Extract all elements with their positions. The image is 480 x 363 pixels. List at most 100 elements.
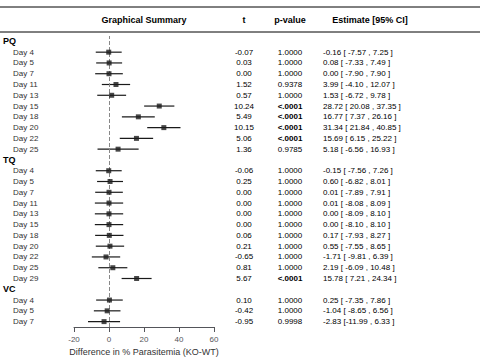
svg-text:Day 7: Day 7 [13,317,34,326]
svg-text:0.81: 0.81 [236,263,252,272]
svg-text:Day 11: Day 11 [13,199,38,208]
svg-text:10.24: 10.24 [234,102,255,111]
svg-text:1.52: 1.52 [236,80,252,89]
svg-text:Day 18: Day 18 [13,112,39,121]
svg-text:-0.95: -0.95 [235,317,254,326]
svg-text:1.0000: 1.0000 [278,199,303,208]
svg-text:Difference in % Parasitemia (K: Difference in % Parasitemia (KO-WT) [69,347,218,357]
svg-text:0.9785: 0.9785 [278,145,303,154]
svg-text:-1.04 [ -8.65 , 6.56 ]: -1.04 [ -8.65 , 6.56 ] [323,306,393,315]
svg-text:1.0000: 1.0000 [278,69,303,78]
svg-text:0.25 [ -7.35 , 7.86 ]: 0.25 [ -7.35 , 7.86 ] [323,296,390,305]
svg-text:Estimate [95% CI]: Estimate [95% CI] [332,15,408,25]
svg-text:1.0000: 1.0000 [278,306,303,315]
svg-text:0.00: 0.00 [236,69,252,78]
svg-text:VC: VC [3,284,16,294]
svg-text:Day 5: Day 5 [13,58,34,67]
svg-text:0.21: 0.21 [236,242,252,251]
svg-text:-0.06: -0.06 [235,166,254,175]
svg-text:t: t [243,15,246,25]
svg-text:15.78 [ 7.21 , 24.34 ]: 15.78 [ 7.21 , 24.34 ] [323,274,396,283]
svg-text:28.72 [ 20.08 , 37.35 ]: 28.72 [ 20.08 , 37.35 ] [323,102,401,111]
svg-text:Day 13: Day 13 [13,209,39,218]
svg-text:1.0000: 1.0000 [278,209,303,218]
svg-text:Day 22: Day 22 [13,134,39,143]
svg-text:31.34 [ 21.84 , 40.85 ]: 31.34 [ 21.84 , 40.85 ] [323,123,401,132]
svg-text:0.00 [ -7.90 , 7.90 ]: 0.00 [ -7.90 , 7.90 ] [323,69,390,78]
svg-text:1.0000: 1.0000 [278,48,303,57]
svg-text:-0.16 [ -7.57 , 7.25 ]: -0.16 [ -7.57 , 7.25 ] [323,48,393,57]
svg-text:-0.42: -0.42 [235,306,254,315]
svg-text:0.01 [ -8.08 , 8.09 ]: 0.01 [ -8.08 , 8.09 ] [323,199,390,208]
svg-text:1.53 [ -6.72 , 9.78 ]: 1.53 [ -6.72 , 9.78 ] [323,91,390,100]
svg-text:Day 20: Day 20 [13,242,39,251]
svg-text:0.00: 0.00 [236,188,252,197]
svg-text:0.00: 0.00 [236,220,252,229]
svg-text:5.49: 5.49 [236,112,252,121]
svg-text:0.08 [ -7.33 , 7.49 ]: 0.08 [ -7.33 , 7.49 ] [323,58,390,67]
svg-text:0.01 [ -7.89 , 7.91 ]: 0.01 [ -7.89 , 7.91 ] [323,188,390,197]
svg-text:-0.15 [ -7.56 , 7.26 ]: -0.15 [ -7.56 , 7.26 ] [323,166,393,175]
svg-text:Day 25: Day 25 [13,145,39,154]
svg-text:-1.71 [ -9.81 , 6.39 ]: -1.71 [ -9.81 , 6.39 ] [323,252,393,261]
svg-text:1.0000: 1.0000 [278,166,303,175]
svg-text:p-value: p-value [274,15,306,25]
svg-text:60: 60 [210,335,219,344]
svg-text:5.18 [ -6.56 , 16.93 ]: 5.18 [ -6.56 , 16.93 ] [323,145,395,154]
svg-text:Day 22: Day 22 [13,252,39,261]
svg-text:Day 29: Day 29 [13,274,39,283]
svg-text:0.57: 0.57 [236,91,252,100]
svg-text:Graphical Summary: Graphical Summary [101,15,186,25]
svg-text:<.0001: <.0001 [278,112,303,121]
svg-text:1.0000: 1.0000 [278,296,303,305]
svg-text:-0.65: -0.65 [235,252,254,261]
svg-text:15.69 [ 6.15 , 25.22 ]: 15.69 [ 6.15 , 25.22 ] [323,134,396,143]
svg-text:0.55 [ -7.55 , 8.65 ]: 0.55 [ -7.55 , 8.65 ] [323,242,390,251]
svg-text:Day 15: Day 15 [13,102,39,111]
svg-text:<.0001: <.0001 [278,134,303,143]
svg-text:-2.83 [-11.99 , 6.33 ]: -2.83 [-11.99 , 6.33 ] [323,317,394,326]
svg-text:40: 40 [175,335,184,344]
svg-text:0.03: 0.03 [236,58,252,67]
svg-text:10.15: 10.15 [234,123,255,132]
svg-text:0: 0 [107,335,112,344]
svg-text:5.06: 5.06 [236,134,252,143]
svg-text:5.67: 5.67 [236,274,252,283]
svg-text:Day 7: Day 7 [13,69,34,78]
svg-text:Day 5: Day 5 [13,177,34,186]
svg-text:Day 4: Day 4 [13,48,34,57]
svg-text:TQ: TQ [3,155,16,165]
svg-text:1.0000: 1.0000 [278,91,303,100]
svg-text:Day 25: Day 25 [13,263,39,272]
svg-text:0.25: 0.25 [236,177,252,186]
svg-text:1.0000: 1.0000 [278,231,303,240]
svg-text:<.0001: <.0001 [278,274,303,283]
svg-text:Day 4: Day 4 [13,296,34,305]
svg-text:1.0000: 1.0000 [278,188,303,197]
svg-text:0.00 [ -8.09 , 8.10 ]: 0.00 [ -8.09 , 8.10 ] [323,209,390,218]
svg-text:20: 20 [140,335,149,344]
svg-text:0.17 [ -7.93 , 8.27 ]: 0.17 [ -7.93 , 8.27 ] [323,231,390,240]
svg-text:1.0000: 1.0000 [278,263,303,272]
svg-text:1.0000: 1.0000 [278,252,303,261]
svg-text:2.19 [ -6.09 , 10.48 ]: 2.19 [ -6.09 , 10.48 ] [323,263,395,272]
svg-text:0.9998: 0.9998 [278,317,303,326]
svg-text:Day 15: Day 15 [13,220,39,229]
svg-text:1.0000: 1.0000 [278,177,303,186]
svg-text:-20: -20 [68,335,80,344]
svg-text:0.06: 0.06 [236,231,252,240]
svg-text:1.36: 1.36 [236,145,252,154]
svg-text:Day 20: Day 20 [13,123,39,132]
svg-text:1.0000: 1.0000 [278,242,303,251]
svg-text:Day 18: Day 18 [13,231,39,240]
svg-text:Day 13: Day 13 [13,91,39,100]
svg-text:<.0001: <.0001 [278,123,303,132]
svg-text:<.0001: <.0001 [278,102,303,111]
svg-text:1.0000: 1.0000 [278,220,303,229]
svg-text:-0.07: -0.07 [235,48,254,57]
svg-text:3.99 [ -4.10 , 12.07 ]: 3.99 [ -4.10 , 12.07 ] [323,80,395,89]
svg-text:0.9378: 0.9378 [278,80,303,89]
svg-text:0.00: 0.00 [236,209,252,218]
svg-text:Day 11: Day 11 [13,80,38,89]
svg-text:Day 7: Day 7 [13,188,34,197]
